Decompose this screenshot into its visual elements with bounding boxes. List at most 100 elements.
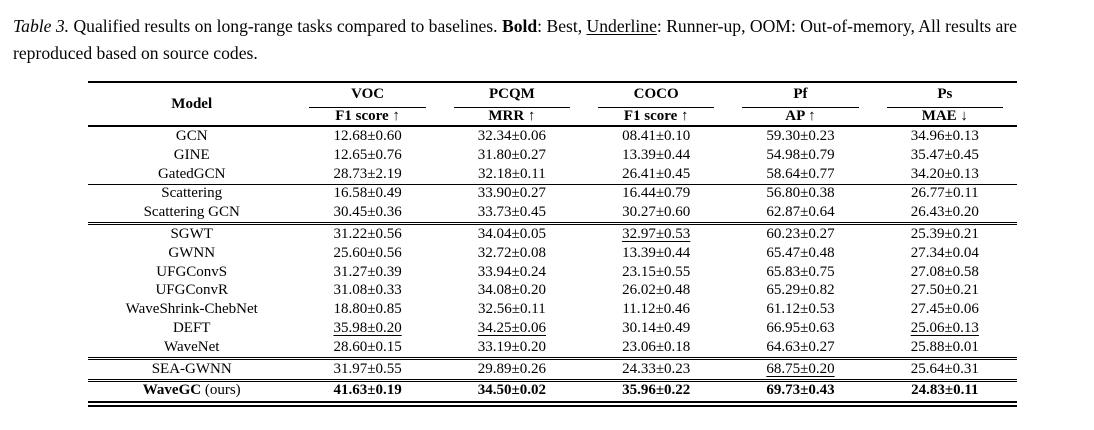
value-cell: 24.83±0.11	[911, 382, 979, 399]
column-header-pcqm: PCQM	[440, 82, 584, 109]
column-header-model: Model	[171, 95, 213, 112]
value-cell: 24.33±0.23	[622, 360, 691, 377]
value-cell: 65.47±0.48	[766, 244, 835, 261]
caption-text: Qualified results on long-range tasks co…	[69, 16, 502, 36]
column-header-pf: Pf	[728, 82, 872, 109]
value-cell: 34.08±0.20	[477, 282, 546, 299]
value-cell: 23.06±0.18	[622, 338, 691, 355]
value-cell: 30.14±0.49	[622, 319, 691, 336]
value-cell: 13.39±0.44	[622, 244, 691, 261]
value-cell: 41.63±0.19	[333, 382, 402, 399]
paper-table-figure: Table 3. Qualified results on long-range…	[0, 13, 1094, 407]
metric-header-row: F1 score ↑ MRR ↑ F1 score ↑ AP ↑ MAE ↓	[88, 108, 1017, 126]
value-cell: 18.80±0.85	[333, 301, 402, 318]
table-group: Scattering 16.58±0.49 33.90±0.27 16.44±0.79…	[88, 184, 1017, 224]
value-cell: 34.20±0.13	[910, 165, 979, 182]
model-cell: GCN	[175, 127, 208, 144]
value-cell: 11.12±0.46	[622, 301, 691, 318]
value-cell: 25.60±0.56	[333, 244, 402, 261]
value-cell: 28.60±0.15	[333, 338, 402, 355]
results-table: Model VOC PCQM COCO Pf Ps F1 score ↑ MRR…	[88, 81, 1017, 407]
value-cell: 32.97±0.53	[622, 225, 691, 242]
value-cell: 35.98±0.20	[333, 319, 402, 336]
value-cell: 31.97±0.55	[333, 360, 402, 377]
value-cell: 32.56±0.11	[478, 301, 546, 318]
metric-header-f1-voc: F1 score ↑	[335, 108, 400, 125]
caption-label: Table 3.	[13, 16, 70, 36]
table-group: SEA-GWNN 31.97±0.55 29.89±0.26 24.33±0.23 68…	[88, 359, 1017, 381]
table-row: Scattering GCN 30.45±0.36 33.73±0.45 30.27±…	[88, 204, 1017, 224]
value-cell: 33.19±0.20	[477, 338, 546, 355]
model-cell: WaveNet	[164, 338, 220, 355]
model-cell: DEFT	[172, 319, 211, 336]
metric-header-mae: MAE ↓	[921, 108, 968, 125]
table-row: UFGConvR 31.08±0.33 34.08±0.20 26.02±0.48 65…	[88, 282, 1017, 301]
table-row: GWNN 25.60±0.56 32.72±0.08 13.39±0.44 65.47±…	[88, 244, 1017, 263]
value-cell: 56.80±0.38	[766, 185, 835, 202]
metric-header-f1-coco: F1 score ↑	[623, 108, 689, 125]
table-row: SEA-GWNN 31.97±0.55 29.89±0.26 24.33±0.23 68…	[88, 359, 1017, 381]
caption-bold-key: Bold	[501, 16, 538, 36]
value-cell: 16.44±0.79	[622, 185, 691, 202]
metric-header-ap: AP ↑	[785, 108, 816, 125]
value-cell: 12.65±0.76	[333, 146, 402, 163]
table-group: SGWT 31.22±0.56 34.04±0.05 32.97±0.53 60.23±…	[88, 224, 1017, 359]
column-header-coco: COCO	[584, 82, 728, 109]
value-cell: 60.23±0.27	[766, 225, 835, 242]
table-row: GatedGCN 28.73±2.19 32.18±0.11 26.41±0.45 58…	[88, 165, 1017, 184]
model-cell: WaveShrink-ChebNet	[125, 301, 258, 318]
value-cell: 65.29±0.82	[766, 282, 835, 299]
table-group: WaveGC (ours) 41.63±0.19 34.50±0.02 35.96±0…	[88, 380, 1017, 403]
value-cell: 65.83±0.75	[766, 263, 835, 280]
value-cell: 25.88±0.01	[910, 338, 979, 355]
model-cell: GatedGCN	[157, 165, 226, 182]
value-cell: 12.68±0.60	[333, 127, 402, 144]
value-cell: 32.18±0.11	[478, 165, 546, 182]
value-cell: 33.90±0.27	[477, 185, 546, 202]
table-group: GCN 12.68±0.60 32.34±0.06 08.41±0.10 59.30±0…	[88, 126, 1017, 185]
dataset-header-row: Model VOC PCQM COCO Pf Ps	[88, 82, 1017, 112]
value-cell: 27.08±0.58	[910, 263, 979, 280]
value-cell: 64.63±0.27	[766, 338, 835, 355]
metric-header-mrr: MRR ↑	[488, 108, 536, 125]
model-cell: UFGConvS	[156, 263, 228, 280]
table-row: WaveNet 28.60±0.15 33.19±0.20 23.06±0.18 64.…	[88, 338, 1017, 358]
table-row: UFGConvS 31.27±0.39 33.94±0.24 23.15±0.55 65…	[88, 263, 1017, 282]
value-cell: 31.08±0.33	[333, 282, 402, 299]
value-cell: 27.45±0.06	[910, 301, 979, 318]
model-cell: GWNN	[168, 244, 216, 261]
value-cell: 35.47±0.45	[910, 146, 979, 163]
column-header-ps: Ps	[873, 82, 1017, 109]
value-cell: 68.75±0.20	[766, 360, 835, 377]
table-row: GCN 12.68±0.60 32.34±0.06 08.41±0.10 59.30±0…	[88, 126, 1017, 146]
value-cell: 26.77±0.11	[910, 185, 979, 202]
table-row: DEFT 35.98±0.20 34.25±0.06 30.14±0.49 66.95±…	[88, 319, 1017, 338]
value-cell: 34.04±0.05	[477, 225, 546, 242]
value-cell: 26.43±0.20	[910, 204, 979, 221]
table-row: WaveShrink-ChebNet 18.80±0.85 32.56±0.11 11…	[88, 301, 1017, 320]
value-cell: 69.73±0.43	[766, 382, 835, 399]
value-cell: 13.39±0.44	[622, 146, 691, 163]
value-cell: 31.80±0.27	[477, 146, 546, 163]
value-cell: 34.25±0.06	[477, 319, 546, 336]
value-cell: 32.72±0.08	[477, 244, 546, 261]
value-cell: 61.12±0.53	[766, 301, 835, 318]
value-cell: 32.34±0.06	[477, 127, 546, 144]
value-cell: 23.15±0.55	[622, 263, 691, 280]
model-cell: SGWT	[170, 225, 213, 242]
value-cell: 16.58±0.49	[333, 185, 402, 202]
table-header: Model VOC PCQM COCO Pf Ps F1 score ↑ MRR…	[88, 82, 1017, 127]
value-cell: 54.98±0.79	[766, 146, 835, 163]
value-cell: 25.06±0.13	[910, 319, 979, 336]
value-cell: 30.27±0.60	[622, 204, 691, 221]
caption-text: : Best,	[537, 16, 587, 36]
table-row: SGWT 31.22±0.56 34.04±0.05 32.97±0.53 60.23±…	[88, 224, 1017, 244]
table-row: GINE 12.65±0.76 31.80±0.27 13.39±0.44 54.98±…	[88, 146, 1017, 165]
table-row: Scattering 16.58±0.49 33.90±0.27 16.44±0.79…	[88, 184, 1017, 203]
value-cell: 25.39±0.21	[910, 225, 979, 242]
value-cell: 25.64±0.31	[910, 360, 979, 377]
value-cell: 27.50±0.21	[910, 282, 979, 299]
value-cell: 35.96±0.22	[622, 382, 691, 399]
model-cell: Scattering	[161, 185, 223, 202]
caption-text: : Runner-up, OOM: Out-of-memory, All res…	[13, 16, 1017, 63]
